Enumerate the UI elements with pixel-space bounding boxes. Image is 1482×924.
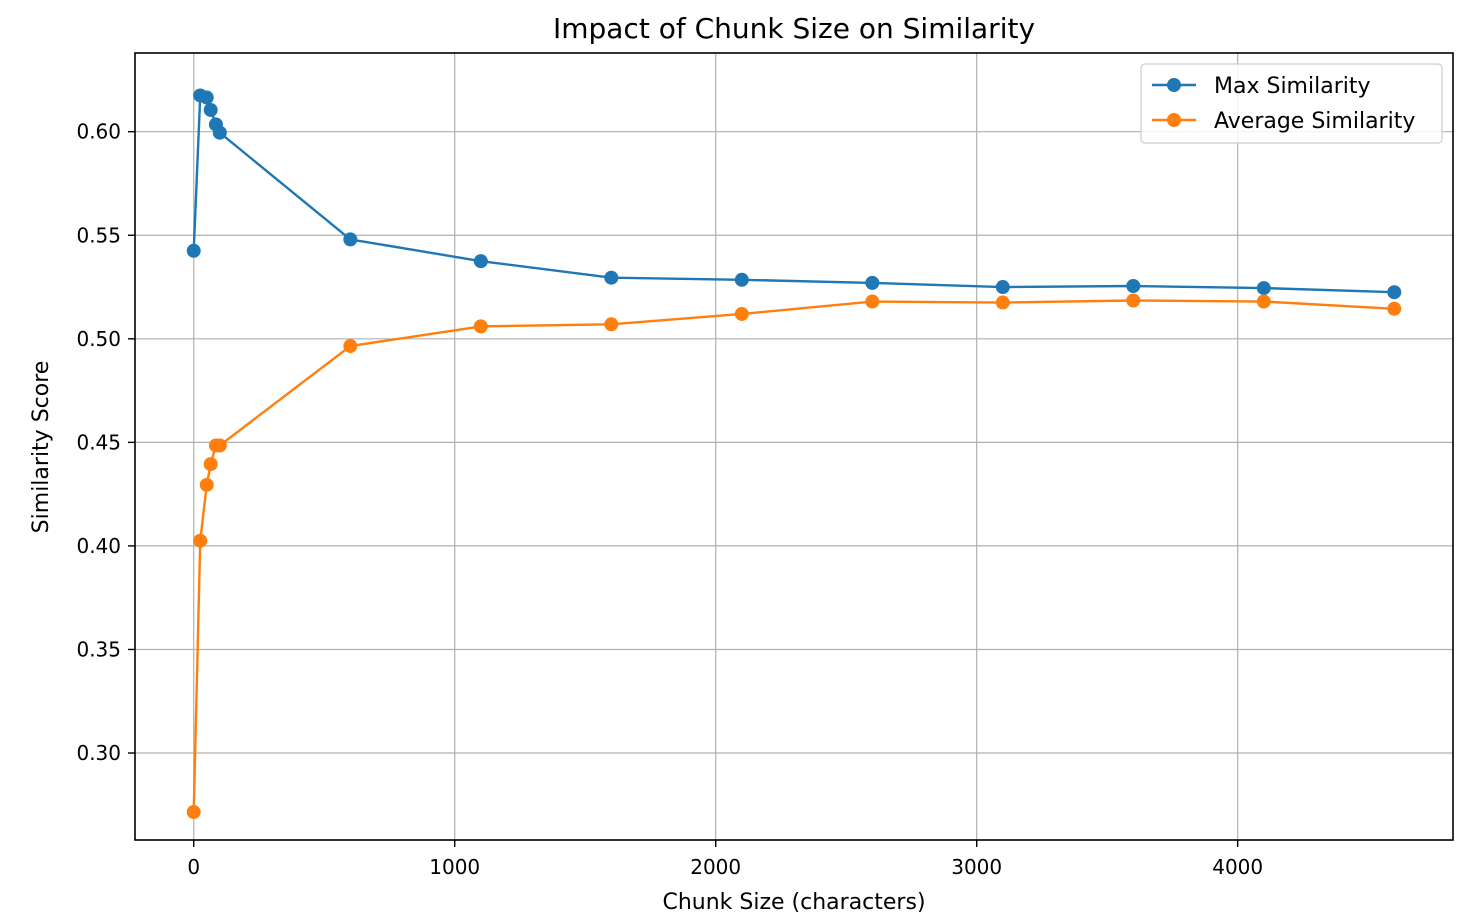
max-similarity-point (343, 232, 358, 247)
max-similarity-point (199, 90, 214, 105)
legend-label-average: Average Similarity (1214, 109, 1415, 134)
x-tick-label: 0 (187, 855, 200, 879)
max-similarity-point (995, 280, 1010, 295)
average-similarity-point (1387, 301, 1402, 316)
series-layer (186, 88, 1402, 820)
y-tick-label: 0.30 (76, 741, 121, 765)
y-tick-label: 0.60 (76, 120, 121, 144)
average-similarity-point (734, 306, 749, 321)
x-tick-label: 3000 (951, 855, 1002, 879)
y-axis-label: Similarity Score (29, 361, 54, 534)
x-tick-label: 2000 (690, 855, 741, 879)
max-similarity-point (203, 102, 218, 117)
x-axis-label: Chunk Size (characters) (662, 890, 925, 915)
average-similarity-point (193, 533, 208, 548)
max-similarity-point (604, 270, 619, 285)
average-similarity-point (212, 438, 227, 453)
average-similarity-point (203, 457, 218, 472)
legend-box (1140, 63, 1443, 144)
average-similarity-point (199, 477, 214, 492)
average-similarity-point (995, 295, 1010, 310)
y-tick-label: 0.35 (76, 637, 121, 661)
legend-marker-average (1167, 113, 1181, 127)
average-similarity-point (865, 294, 880, 309)
legend: Max Similarity Average Similarity (1140, 63, 1443, 144)
x-tick-label: 1000 (429, 855, 480, 879)
plot-frame (134, 52, 1454, 841)
y-tick-label: 0.50 (76, 327, 121, 351)
max-similarity-point (212, 125, 227, 140)
average-similarity-point (473, 319, 488, 334)
average-similarity-point (1256, 294, 1271, 309)
max-similarity-point (186, 243, 201, 258)
grid (135, 53, 1453, 840)
average-similarity-point (1126, 293, 1141, 308)
max-similarity-point (734, 272, 749, 287)
max-similarity-point (1126, 278, 1141, 293)
max-similarity-point (1387, 285, 1402, 300)
average-similarity-point (343, 339, 358, 354)
y-tick-label: 0.40 (76, 534, 121, 558)
x-tick-label: 4000 (1212, 855, 1263, 879)
y-tick-label: 0.45 (76, 430, 121, 454)
axis-ticks: 0 1000 2000 3000 4000 0.30 0.35 0.40 0.45 0.50 0.5… (76, 120, 1263, 879)
legend-marker-max (1167, 78, 1181, 92)
max-similarity-point (473, 254, 488, 269)
average-similarity-point (186, 805, 201, 820)
max-similarity-point (865, 275, 880, 290)
average-similarity-point (604, 317, 619, 332)
legend-label-max: Max Similarity (1214, 74, 1371, 99)
y-tick-label: 0.55 (76, 223, 121, 247)
chart-title: Impact of Chunk Size on Similarity (553, 12, 1035, 45)
max-similarity-point (1256, 281, 1271, 296)
